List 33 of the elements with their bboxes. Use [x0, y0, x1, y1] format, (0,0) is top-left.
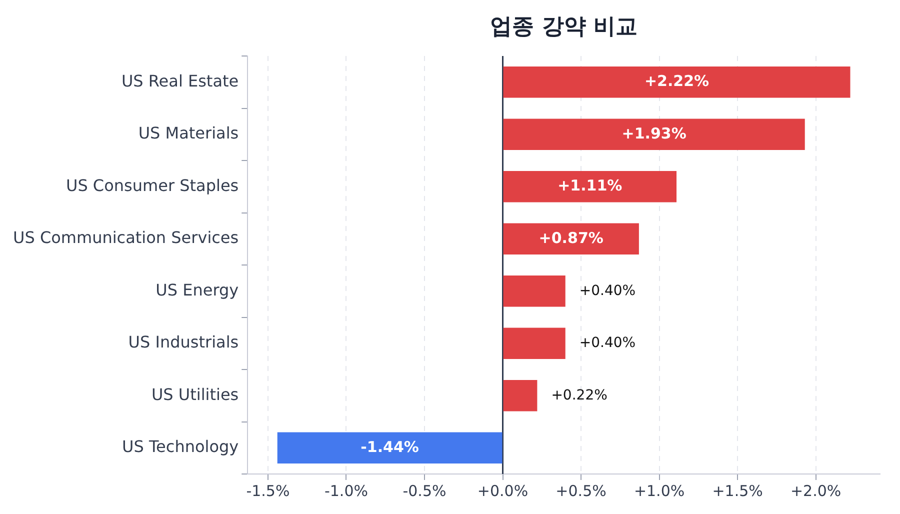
y-tick-label: US Utilities [151, 384, 239, 404]
x-tick-label: +2.0% [790, 482, 842, 500]
x-tick-label: +0.0% [477, 482, 528, 500]
bar [503, 170, 677, 202]
data-label: +0.22% [551, 387, 608, 404]
bar [503, 328, 566, 360]
data-label: +1.11% [558, 176, 622, 195]
y-tick-label: US Real Estate [121, 71, 239, 90]
y-tick-label: US Consumer Staples [66, 176, 239, 195]
bar [503, 380, 538, 412]
data-label: +2.22% [644, 72, 710, 90]
y-tick-label: US Energy [156, 280, 239, 300]
bar [503, 275, 566, 307]
x-tick-label: +1.5% [712, 482, 763, 500]
x-tick-label: -1.0% [324, 482, 368, 500]
bar [503, 223, 639, 255]
y-tick-label: US Technology [122, 437, 239, 456]
y-tick-label: US Industrials [128, 332, 239, 352]
bar [277, 432, 502, 464]
x-tick-label: -0.5% [402, 482, 446, 500]
bar [503, 66, 850, 98]
x-tick-label: +0.5% [556, 482, 606, 500]
data-label: -1.44% [360, 438, 419, 456]
x-tick-label: +1.0% [634, 482, 685, 500]
y-tick-label: US Communication Services [12, 228, 239, 248]
data-label: +0.87% [538, 228, 604, 247]
chart-title: 업종 강약 비교 [490, 14, 638, 40]
data-label: +1.93% [622, 124, 686, 142]
bar [503, 118, 805, 150]
data-label: +0.40% [579, 335, 636, 352]
x-tick-label: -1.5% [246, 482, 290, 500]
y-tick-label: US Materials [138, 124, 239, 143]
data-label: +0.40% [579, 282, 636, 299]
